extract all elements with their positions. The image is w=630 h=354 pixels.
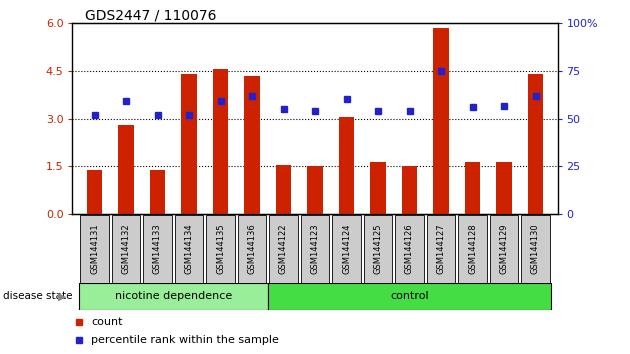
Bar	[150, 170, 165, 214]
Text: GSM144122: GSM144122	[279, 223, 288, 274]
Bar	[213, 69, 228, 214]
Text: percentile rank within the sample: percentile rank within the sample	[91, 335, 279, 344]
FancyBboxPatch shape	[364, 215, 392, 282]
Text: GSM144127: GSM144127	[437, 223, 445, 274]
Bar	[118, 125, 134, 214]
Text: GDS2447 / 110076: GDS2447 / 110076	[85, 9, 217, 23]
Text: disease state: disease state	[3, 291, 72, 302]
Bar	[276, 165, 291, 214]
Text: GSM144126: GSM144126	[405, 223, 414, 274]
Text: GSM144125: GSM144125	[374, 223, 382, 274]
Text: control: control	[390, 291, 429, 302]
FancyBboxPatch shape	[268, 283, 551, 310]
FancyBboxPatch shape	[458, 215, 487, 282]
Bar	[433, 28, 449, 214]
FancyBboxPatch shape	[143, 215, 172, 282]
FancyBboxPatch shape	[112, 215, 140, 282]
Text: GSM144132: GSM144132	[122, 223, 130, 274]
FancyBboxPatch shape	[269, 215, 298, 282]
FancyBboxPatch shape	[175, 215, 203, 282]
FancyBboxPatch shape	[395, 215, 424, 282]
Bar	[339, 117, 354, 214]
Text: GSM144131: GSM144131	[90, 223, 99, 274]
Text: GSM144128: GSM144128	[468, 223, 477, 274]
Bar	[370, 161, 386, 214]
Text: nicotine dependence: nicotine dependence	[115, 291, 232, 302]
Text: GSM144133: GSM144133	[153, 223, 162, 274]
FancyBboxPatch shape	[490, 215, 518, 282]
FancyBboxPatch shape	[238, 215, 266, 282]
Text: GSM144135: GSM144135	[216, 223, 225, 274]
FancyBboxPatch shape	[79, 283, 268, 310]
FancyBboxPatch shape	[332, 215, 361, 282]
Bar	[402, 166, 417, 214]
Text: GSM144129: GSM144129	[500, 223, 508, 274]
Text: GSM144123: GSM144123	[311, 223, 319, 274]
Bar	[307, 166, 323, 214]
Text: GSM144136: GSM144136	[248, 223, 256, 274]
Bar	[181, 74, 197, 214]
Text: GSM144134: GSM144134	[185, 223, 193, 274]
Bar	[496, 161, 512, 214]
FancyBboxPatch shape	[427, 215, 455, 282]
Text: ▶: ▶	[58, 291, 66, 302]
FancyBboxPatch shape	[80, 215, 109, 282]
Bar	[465, 161, 480, 214]
FancyBboxPatch shape	[206, 215, 235, 282]
Bar	[87, 170, 102, 214]
FancyBboxPatch shape	[301, 215, 329, 282]
Bar	[528, 74, 543, 214]
Bar	[244, 76, 260, 214]
FancyBboxPatch shape	[521, 215, 550, 282]
Text: GSM144124: GSM144124	[342, 223, 351, 274]
Text: count: count	[91, 318, 123, 327]
Text: GSM144130: GSM144130	[531, 223, 540, 274]
